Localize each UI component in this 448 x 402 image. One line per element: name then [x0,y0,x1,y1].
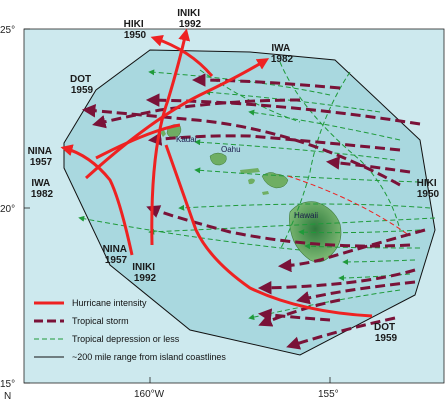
storm-track-10 [296,280,416,305]
storm-track-9 [257,268,416,295]
legend-hurricane-label: Hurricane intensity [72,298,147,308]
storm-track-6 [325,156,411,174]
storm-labels: HIKI 1950 INIKI 1992 IWA 1982 DOT 1959 N… [28,8,440,344]
depression-track-8 [298,229,421,236]
storm-track-7 [277,228,426,273]
storm-tracks [81,73,426,350]
oahu-label: Oahu [221,145,241,154]
hurricane-track-hiki [150,34,214,77]
storm-track-8 [146,205,411,248]
storm-track-1 [191,73,341,90]
label-nina-w: NINA 1957 [28,146,55,168]
depression-track-6 [178,203,431,211]
legend-depression-label: Tropical depression or less [72,334,180,344]
lon-label-155: 155° [318,389,339,400]
lon-label-160: 160°W [134,389,165,400]
depression-track-14 [279,71,351,251]
depression-track-7 [148,217,436,235]
storm-track-13 [257,308,331,322]
maui-island [261,172,289,189]
oahu-island [209,152,227,166]
storm-track-3 [92,98,301,129]
label-iwa-ne: IWA 1982 [271,43,294,65]
lat-label-20: 20° [0,204,15,215]
label-nina-s: NINA 1957 [103,244,130,266]
depression-track-13 [78,215,301,251]
hurricane-track-iwa [84,58,270,180]
label-hiki-nw: HIKI 1950 [124,19,147,41]
hawaii-label: Hawaii [294,211,318,220]
hurricane-track-dot [164,144,373,318]
depression-track-10 [342,258,416,265]
legend-range-label: ~200 mile range from island coastlines [72,352,226,362]
legend-storm-label: Tropical storm [72,316,129,326]
red-dashed-segment [287,175,411,237]
hurricane-track-nina-seg [95,123,181,160]
molokai-island [240,168,260,174]
storm-track-12 [286,316,396,350]
label-hiki-e: HIKI 1950 [417,178,440,200]
label-iniki-s: INIKI 1992 [132,262,158,284]
lat-label-25: 25° [0,25,15,36]
kahoolawe-island [262,191,269,195]
label-dot-nw: DOT 1959 [70,74,94,96]
depression-track-9 [304,243,421,250]
label-iwa-w: IWA 1982 [31,178,54,200]
lat-label-15: 15° [0,379,15,390]
label-iniki-n: INIKI 1992 [177,8,203,30]
hurricane-track-nina [60,144,134,256]
axis-ticks [24,28,331,384]
niihau-island [160,130,166,137]
storm-track-4 [81,104,401,187]
lat-corner-label: N [4,391,11,402]
depression-track-11 [338,273,411,281]
storm-track-2 [145,93,421,126]
depression-track-4 [194,139,396,161]
kauai-label: Kauai [176,135,197,144]
storm-track-5 [147,132,401,152]
depression-track-12 [248,289,401,321]
storm-track-11 [258,298,341,327]
legend: Hurricane intensity Tropical storm Tropi… [34,298,226,362]
hurricane-track-iniki [150,28,191,246]
hurricane-tracks [60,28,373,318]
depression-track-3 [248,109,401,141]
lanai-island [248,178,255,185]
label-dot-se: DOT 1959 [374,322,398,344]
